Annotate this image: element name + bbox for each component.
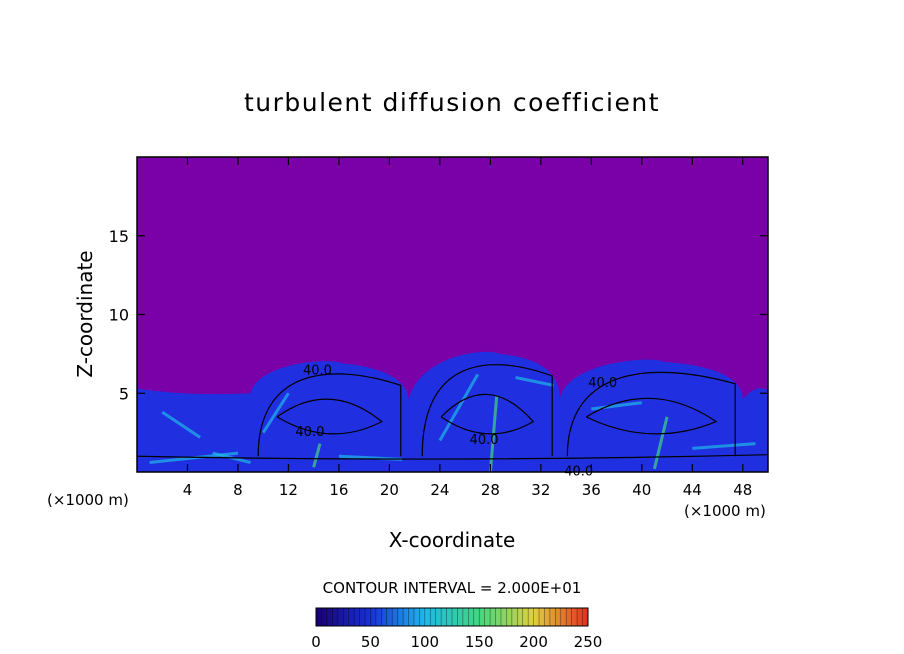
chart-title: turbulent diffusion coefficient (244, 88, 660, 117)
x-tick-label: 48 (733, 481, 752, 499)
x-tick-label: 4 (183, 481, 193, 499)
contour-line (421, 364, 553, 457)
x-tick-label: 40 (632, 481, 651, 499)
colorbar-tick-label: 150 (465, 633, 494, 651)
colorbar: 0 50 100 150 200 250 (311, 607, 602, 651)
y-tick-label: 5 (119, 384, 129, 403)
y-axis-label: Z-coordinate (73, 250, 97, 377)
x-tick-label: 8 (233, 481, 243, 499)
colorbar-stripes (321, 608, 583, 626)
contour-lines (137, 364, 768, 460)
streak (515, 376, 554, 387)
contour-line (257, 373, 402, 457)
x-tick-label: 36 (582, 481, 601, 499)
x-tick-label: 12 (279, 481, 298, 499)
colorbar-ticks: 0 50 100 150 200 250 (311, 633, 602, 651)
x-axis: 4 8 12 16 20 24 28 32 36 40 44 48 (183, 157, 752, 499)
x-unit-right: (×1000 m) (684, 502, 766, 520)
y-tick-label: 10 (109, 306, 129, 325)
y-tick-label: 15 (109, 227, 129, 246)
x-tick-label: 44 (683, 481, 702, 499)
streak (692, 442, 756, 450)
streak (161, 410, 201, 439)
x-tick-label: 32 (531, 481, 550, 499)
colorbar-tick-label: 100 (410, 633, 439, 651)
x-axis-label: X-coordinate (389, 528, 516, 552)
x-unit-left: (×1000 m) (47, 491, 129, 509)
contour-line (566, 371, 736, 457)
colorbar-tick-label: 0 (311, 633, 321, 651)
colorbar-frame (315, 607, 589, 627)
contour-line (276, 398, 383, 435)
contour-line (585, 397, 718, 435)
contour-line (440, 393, 535, 435)
contour-interval-label: CONTOUR INTERVAL = 2.000E+01 (323, 579, 582, 597)
streak (312, 443, 322, 468)
contour-label: 40.0 (470, 433, 499, 448)
contour-label: 40.0 (303, 364, 332, 379)
x-tick-label: 16 (329, 481, 348, 499)
contour-label: 40.0 (564, 464, 593, 479)
colorbar-tick-label: 200 (519, 633, 548, 651)
x-tick-label: 24 (430, 481, 449, 499)
colorbar-tick-label: 250 (574, 633, 603, 651)
contour-labels: 40.0 40.0 40.0 40.0 40.0 (295, 364, 617, 480)
streak (261, 392, 290, 434)
streak (652, 416, 669, 470)
x-tick-label: 28 (481, 481, 500, 499)
y-axis: 5 10 15 (109, 227, 768, 403)
contour-label: 40.0 (588, 376, 617, 391)
streak (591, 401, 642, 411)
contour-label: 40.0 (295, 425, 324, 440)
streak (438, 373, 480, 442)
contour-line (137, 454, 768, 460)
plot-area (137, 157, 768, 472)
x-tick-label: 20 (380, 481, 399, 499)
colorbar-tick-label: 50 (361, 633, 380, 651)
